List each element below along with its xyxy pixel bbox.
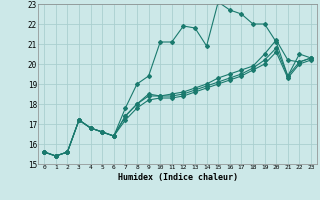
X-axis label: Humidex (Indice chaleur): Humidex (Indice chaleur): [118, 173, 238, 182]
